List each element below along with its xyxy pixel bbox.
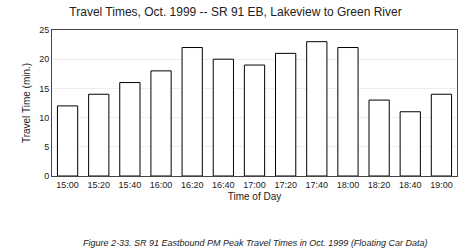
svg-text:Figure 2-33. SR 91 Eastbound P: Figure 2-33. SR 91 Eastbound PM Peak Tra… (83, 238, 427, 248)
svg-text:5: 5 (44, 142, 49, 152)
svg-text:Travel Time (min.): Travel Time (min.) (21, 63, 32, 143)
svg-text:10: 10 (39, 113, 49, 123)
svg-text:16:00: 16:00 (150, 180, 173, 190)
svg-text:25: 25 (39, 25, 49, 35)
svg-text:18:00: 18:00 (337, 180, 360, 190)
svg-text:17:20: 17:20 (274, 180, 297, 190)
svg-text:15:00: 15:00 (56, 180, 79, 190)
svg-text:19:00: 19:00 (430, 180, 453, 190)
svg-text:15:40: 15:40 (119, 180, 142, 190)
svg-text:16:20: 16:20 (181, 180, 204, 190)
svg-text:Time of Day: Time of Day (228, 191, 282, 202)
svg-text:Travel Times, Oct. 1999 -- SR: Travel Times, Oct. 1999 -- SR 91 EB, Lak… (69, 5, 401, 19)
svg-text:15:20: 15:20 (87, 180, 110, 190)
svg-text:18:40: 18:40 (399, 180, 422, 190)
svg-text:16:40: 16:40 (212, 180, 235, 190)
svg-text:0: 0 (44, 171, 49, 181)
svg-text:18:20: 18:20 (368, 180, 391, 190)
svg-text:15: 15 (39, 84, 49, 94)
svg-text:20: 20 (39, 54, 49, 64)
svg-text:17:00: 17:00 (243, 180, 266, 190)
svg-text:17:40: 17:40 (306, 180, 329, 190)
